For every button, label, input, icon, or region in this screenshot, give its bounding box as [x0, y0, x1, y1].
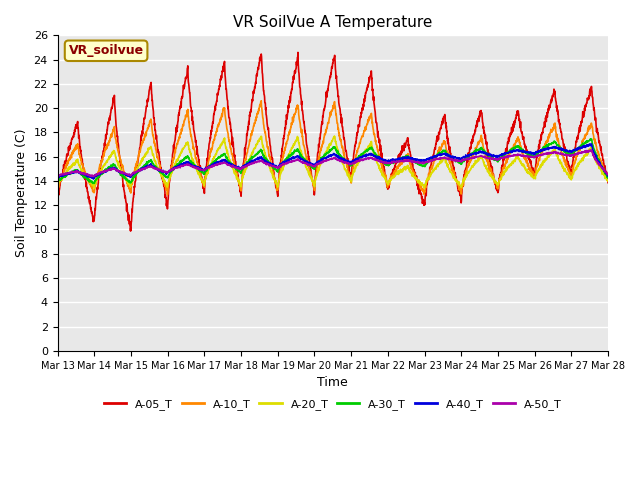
A-10_T [349, 166, 357, 171]
A-40_T [361, 154, 369, 159]
A-40_T [90, 176, 97, 182]
A-05_T [556, 120, 564, 126]
A-05_T [349, 161, 357, 167]
Title: VR SoilVue A Temperature: VR SoilVue A Temperature [233, 15, 433, 30]
A-20_T [361, 149, 369, 155]
A-20_T [493, 180, 501, 185]
A-20_T [556, 157, 564, 163]
X-axis label: Time: Time [317, 376, 348, 389]
A-40_T [588, 141, 595, 147]
A-50_T [54, 174, 61, 180]
Line: A-40_T: A-40_T [58, 144, 608, 179]
Text: VR_soilvue: VR_soilvue [68, 44, 143, 57]
A-30_T [361, 149, 369, 155]
A-30_T [54, 180, 61, 185]
A-30_T [89, 180, 97, 186]
A-50_T [493, 156, 500, 162]
A-05_T [361, 93, 369, 99]
A-05_T [493, 188, 501, 193]
Line: A-30_T: A-30_T [58, 139, 608, 183]
A-10_T [164, 192, 172, 198]
A-10_T [493, 185, 501, 191]
Line: A-10_T: A-10_T [58, 101, 608, 195]
A-20_T [604, 177, 612, 182]
Legend: A-05_T, A-10_T, A-20_T, A-30_T, A-40_T, A-50_T: A-05_T, A-10_T, A-20_T, A-30_T, A-40_T, … [99, 395, 566, 415]
A-05_T [207, 127, 215, 133]
A-50_T [587, 147, 595, 153]
A-50_T [571, 152, 579, 157]
A-05_T [54, 199, 61, 205]
A-30_T [571, 147, 579, 153]
A-20_T [572, 168, 579, 173]
A-40_T [604, 173, 612, 179]
A-50_T [604, 172, 612, 178]
A-20_T [54, 183, 61, 189]
A-05_T [127, 228, 134, 234]
A-20_T [207, 160, 215, 166]
A-10_T [556, 144, 564, 150]
Line: A-05_T: A-05_T [58, 52, 608, 231]
A-30_T [493, 158, 500, 164]
A-50_T [207, 164, 215, 170]
A-05_T [294, 49, 302, 55]
A-10_T [572, 159, 579, 165]
A-40_T [54, 176, 61, 181]
Y-axis label: Soil Temperature (C): Soil Temperature (C) [15, 129, 28, 257]
A-30_T [588, 136, 595, 142]
A-10_T [54, 191, 61, 197]
A-40_T [556, 146, 563, 152]
A-30_T [349, 161, 356, 167]
A-50_T [349, 160, 356, 166]
A-10_T [604, 178, 612, 183]
Line: A-20_T: A-20_T [58, 136, 608, 188]
A-05_T [604, 180, 612, 186]
A-05_T [572, 144, 579, 150]
A-10_T [257, 98, 265, 104]
A-40_T [207, 164, 215, 169]
A-30_T [604, 175, 612, 180]
A-50_T [556, 151, 563, 156]
A-10_T [207, 145, 215, 151]
A-20_T [331, 133, 339, 139]
A-40_T [571, 147, 579, 153]
A-40_T [349, 158, 356, 164]
A-50_T [361, 156, 369, 162]
A-30_T [556, 144, 563, 150]
A-10_T [361, 128, 369, 134]
A-30_T [207, 161, 215, 167]
A-40_T [493, 153, 500, 158]
Line: A-50_T: A-50_T [58, 150, 608, 177]
A-20_T [349, 171, 357, 177]
A-20_T [90, 185, 98, 191]
